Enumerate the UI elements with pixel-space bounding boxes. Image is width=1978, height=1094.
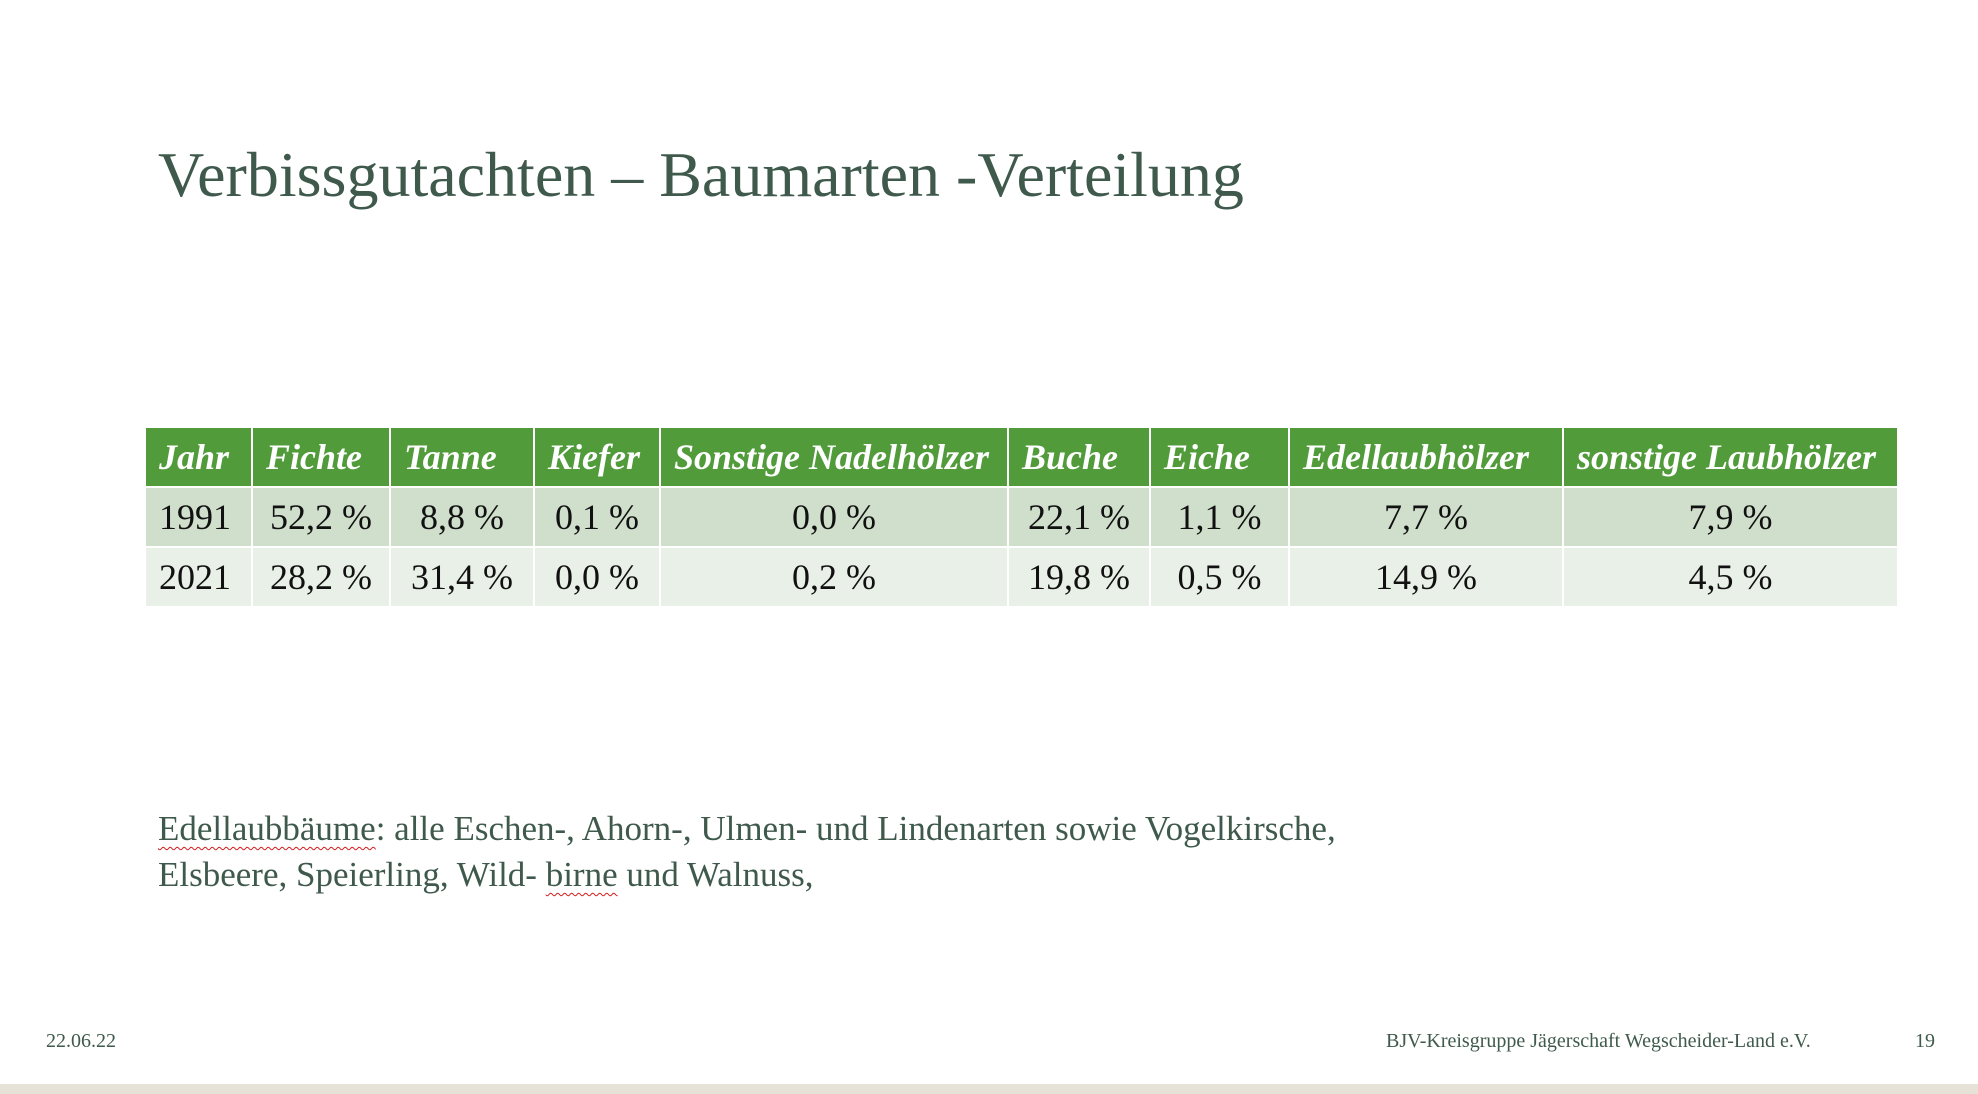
table-cell: 0,2 %: [659, 546, 1009, 608]
definition-note: Edellaubbäume: alle Eschen-, Ahorn-, Ulm…: [158, 806, 1336, 898]
table-cell: 2021: [144, 546, 253, 608]
header-sonstige-nadelhoelzer: Sonstige Nadelhölzer: [659, 426, 1009, 488]
table-cell: 22,1 %: [1007, 486, 1151, 548]
footer-page-number: 19: [1915, 1030, 1935, 1052]
note-line-1: Edellaubbäume: alle Eschen-, Ahorn-, Ulm…: [158, 806, 1336, 852]
table-row: 2021 28,2 % 31,4 % 0,0 % 0,2 % 19,8 % 0,…: [144, 546, 1899, 608]
table-cell: 28,2 %: [251, 546, 391, 608]
header-edellaubhoelzer: Edellaubhölzer: [1288, 426, 1564, 488]
header-fichte: Fichte: [251, 426, 391, 488]
tree-species-table: Jahr Fichte Tanne Kiefer Sonstige Nadelh…: [144, 426, 1899, 608]
header-tanne: Tanne: [389, 426, 535, 488]
slide-title: Verbissgutachten – Baumarten -Verteilung: [158, 139, 1244, 210]
table-cell: 0,0 %: [659, 486, 1009, 548]
table-cell: 4,5 %: [1562, 546, 1899, 608]
table-row: 1991 52,2 % 8,8 % 0,1 % 0,0 % 22,1 % 1,1…: [144, 486, 1899, 548]
table-cell: 0,1 %: [533, 486, 661, 548]
header-jahr: Jahr: [144, 426, 253, 488]
table-cell: 1,1 %: [1149, 486, 1290, 548]
table-cell: 19,8 %: [1007, 546, 1151, 608]
table-cell: 1991: [144, 486, 253, 548]
header-kiefer: Kiefer: [533, 426, 661, 488]
header-sonstige-laubhoelzer: sonstige Laubhölzer: [1562, 426, 1899, 488]
note-misspelled-word: birne: [545, 855, 618, 894]
table-cell: 52,2 %: [251, 486, 391, 548]
table-cell: 7,9 %: [1562, 486, 1899, 548]
table-cell: 0,0 %: [533, 546, 661, 608]
table-header-row: Jahr Fichte Tanne Kiefer Sonstige Nadelh…: [144, 426, 1899, 488]
header-buche: Buche: [1007, 426, 1151, 488]
header-eiche: Eiche: [1149, 426, 1290, 488]
footer-organization: BJV-Kreisgruppe Jägerschaft Wegscheider-…: [1386, 1030, 1811, 1052]
note-line-2-start: Elsbeere, Speierling, Wild-: [158, 855, 546, 894]
note-line-1-text: : alle Eschen-, Ahorn-, Ulmen- und Linde…: [375, 809, 1336, 848]
table-cell: 31,4 %: [389, 546, 535, 608]
table-cell: 7,7 %: [1288, 486, 1564, 548]
table-cell: 8,8 %: [389, 486, 535, 548]
table-cell: 14,9 %: [1288, 546, 1564, 608]
note-line-2: Elsbeere, Speierling, Wild- birne und Wa…: [158, 852, 1336, 898]
note-line-2-end: und Walnuss,: [617, 855, 814, 894]
footer-date: 22.06.22: [46, 1030, 116, 1052]
note-term: Edellaubbäume: [158, 809, 376, 848]
table-cell: 0,5 %: [1149, 546, 1290, 608]
